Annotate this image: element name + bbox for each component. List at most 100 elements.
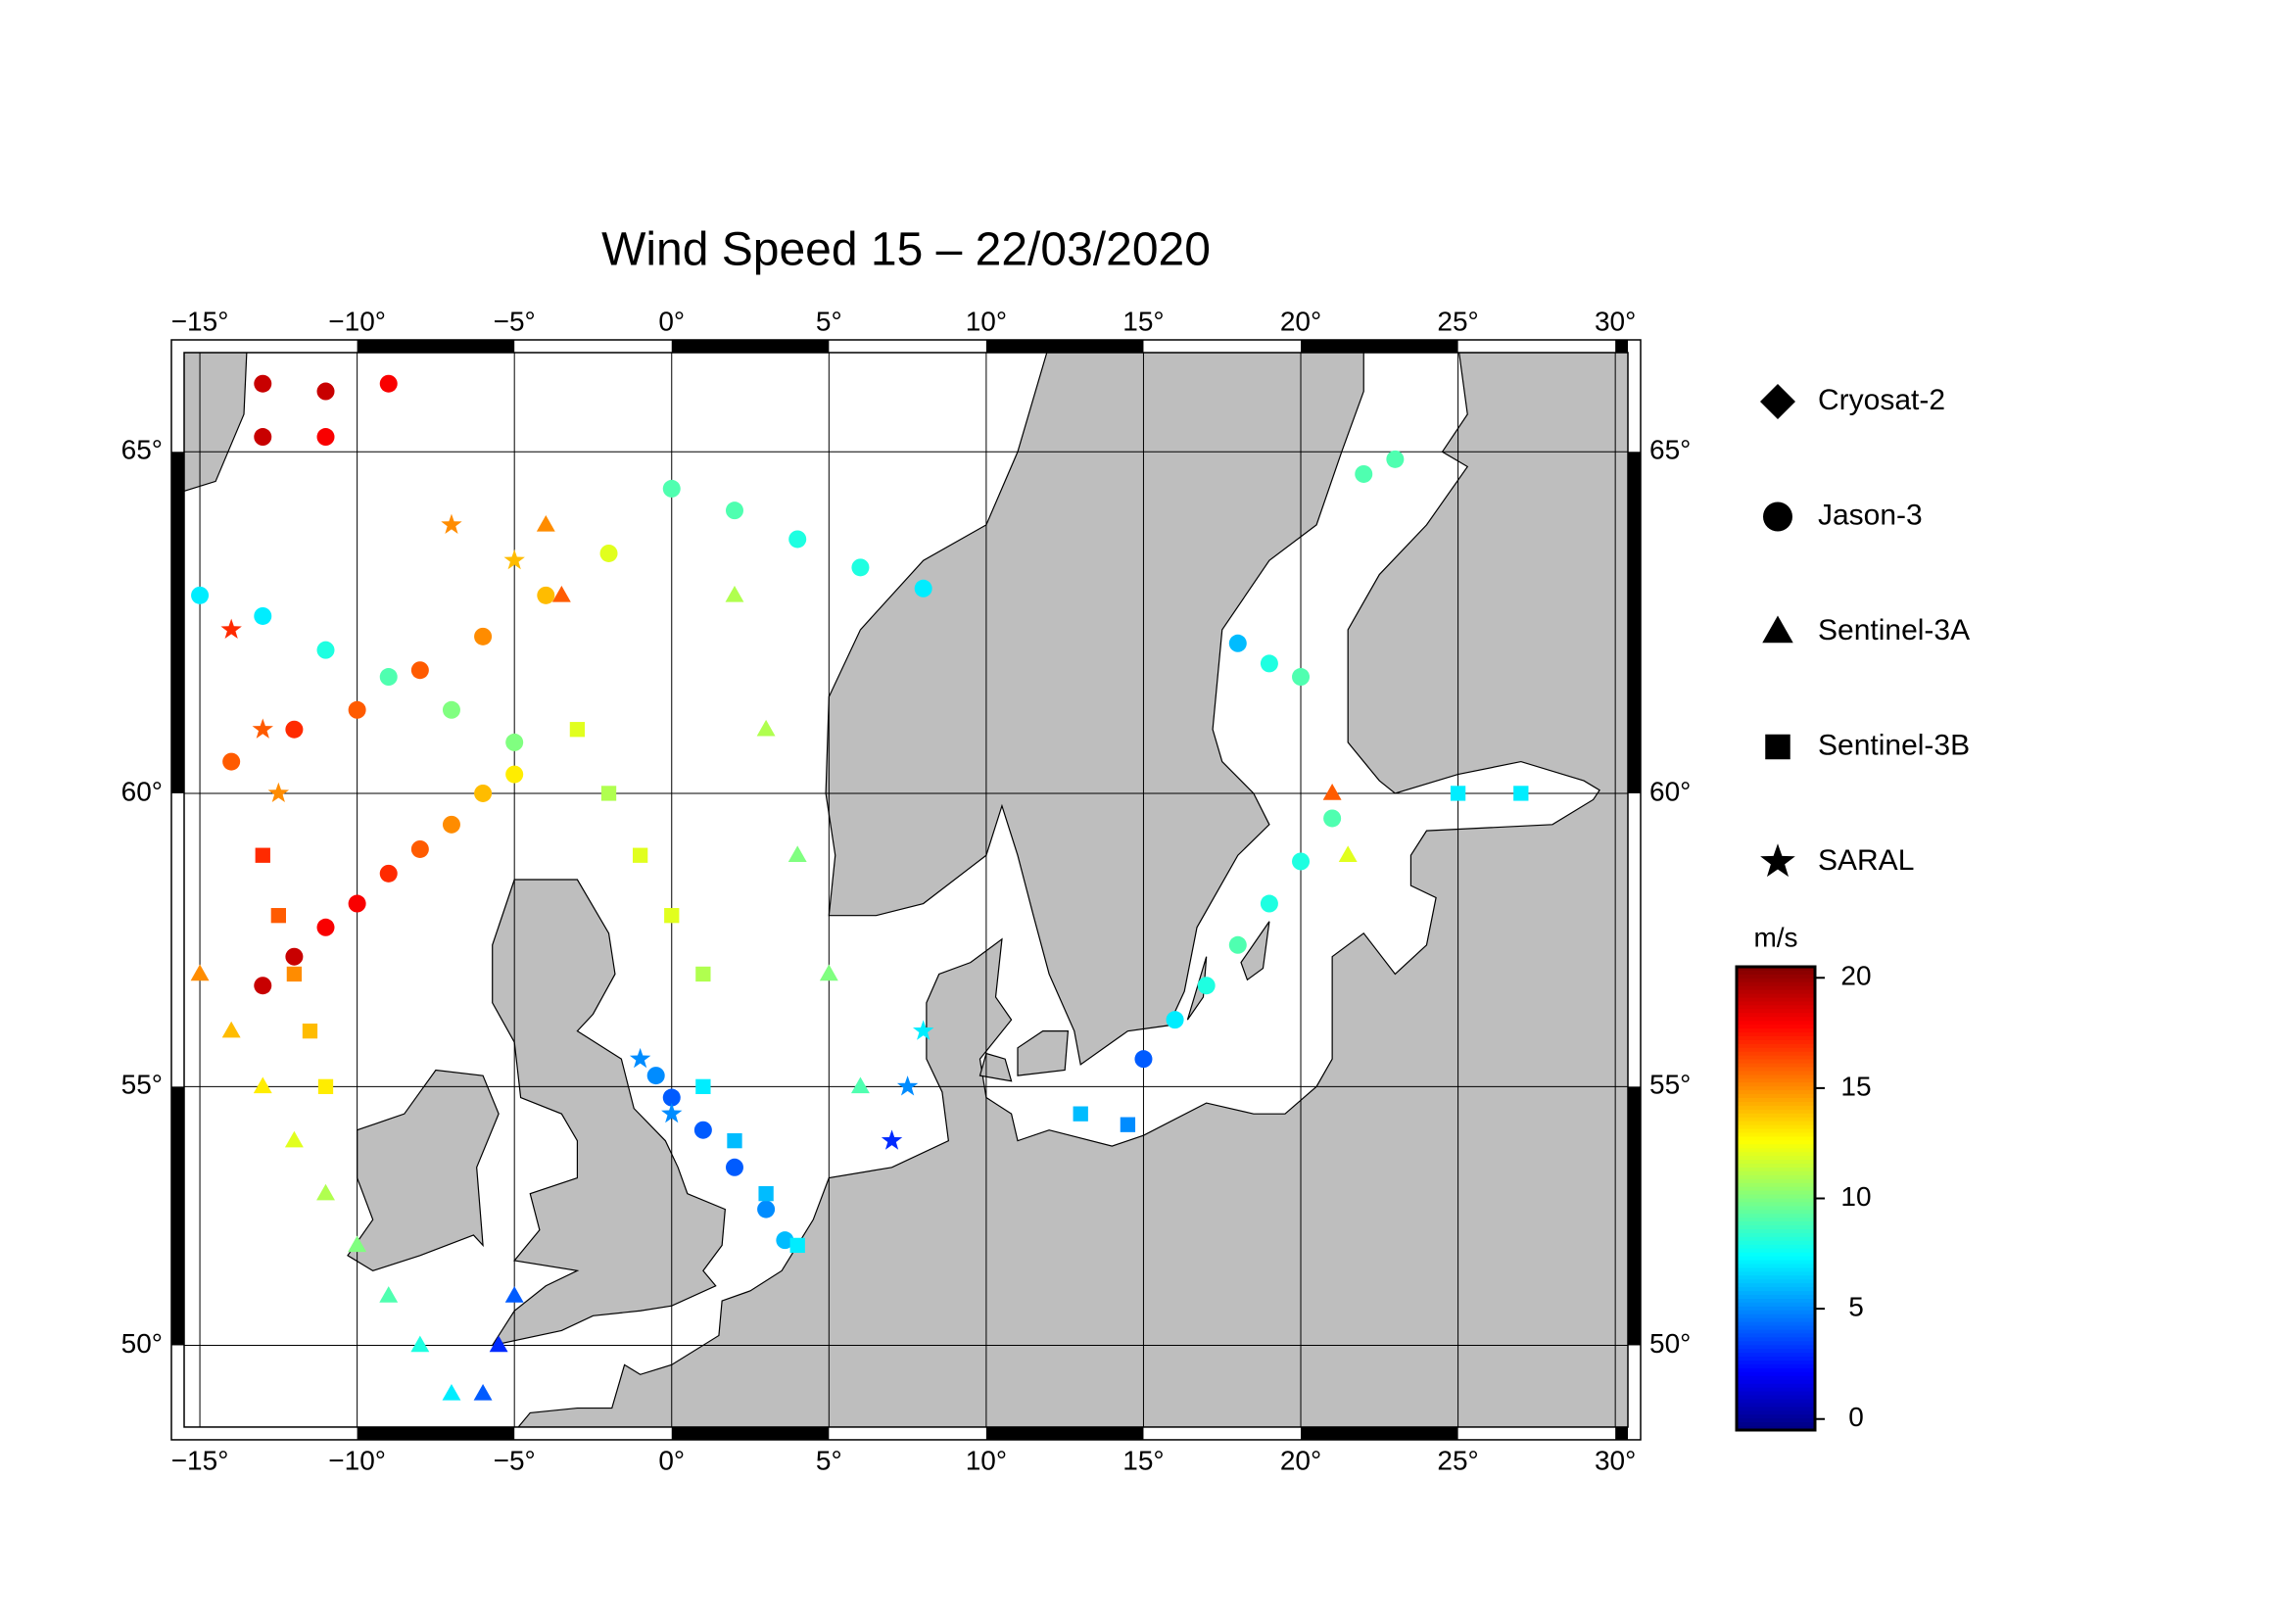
colorbar-cell [1737,1426,1815,1431]
colorbar-cell [1737,1124,1815,1130]
data-point [474,627,493,645]
colorbar-cell [1737,1214,1815,1218]
data-point [1322,784,1342,800]
data-point [1513,786,1529,801]
data-point [725,502,743,520]
colorbar-cell [1737,1190,1815,1196]
data-point [1197,977,1216,995]
y-tick-label: 50° [1649,1328,1691,1359]
colorbar-cell [1737,978,1815,983]
colorbar-cell [1737,1232,1815,1238]
x-tick-label: 0° [658,1445,685,1475]
colorbar-cell [1737,1164,1815,1169]
data-point [788,845,807,862]
frame-bar [1615,1426,1628,1440]
y-tick-label: 65° [121,435,163,465]
colorbar-cell [1737,1136,1815,1141]
colorbar-cell [1737,1267,1815,1272]
data-point [1228,935,1247,954]
colorbar-cell [1737,1009,1815,1014]
legend-label: SARAL [1818,844,1914,877]
colorbar-cell [1737,1202,1815,1207]
colorbar-cell [1737,1078,1815,1083]
colorbar-cell [1737,1182,1815,1188]
data-point [695,1078,711,1094]
colorbar-cell [1737,1310,1815,1315]
colorbar-cell [1737,1128,1815,1134]
colorbar-cell [1737,1295,1815,1300]
colorbar-cell [1737,1113,1815,1119]
data-point [254,428,272,447]
colorbar-cell [1737,989,1815,995]
frame-bar [671,1426,830,1440]
data-point [191,586,210,604]
colorbar-cell [1737,1170,1815,1176]
map-layer [184,353,1628,1427]
colorbar-cell [1737,1391,1815,1397]
data-point [776,1231,794,1250]
data-point [1292,668,1311,687]
data-point [662,1088,681,1107]
colorbar-cell [1737,1225,1815,1230]
frame-bar [1628,1086,1641,1346]
colorbar-cell [1737,1063,1815,1069]
colorbar-cell [1737,1055,1815,1061]
colorbar-cell [1737,967,1815,972]
data-point [442,815,460,834]
data-point [1260,894,1278,913]
frame-bar [985,340,1144,353]
data-point [505,765,524,784]
data-point [348,700,366,719]
data-point [504,1286,524,1303]
colorbar-cell [1737,1306,1815,1312]
data-point [316,918,335,936]
y-tick-label: 60° [121,776,163,806]
colorbar-cell [1737,1086,1815,1091]
colorbar-cell [1737,1067,1815,1073]
x-tick-label: 10° [966,1445,1007,1475]
data-point [646,1067,665,1085]
data-point [1292,852,1311,871]
colorbar-cell [1737,1329,1815,1335]
x-tick-label: 25° [1437,306,1478,336]
data-point [220,618,242,640]
colorbar-cell [1737,1186,1815,1192]
colorbar-cell [1737,1349,1815,1354]
colorbar-cell [1737,981,1815,987]
colorbar-cell [1737,1218,1815,1222]
data-point [727,1132,742,1149]
data-point [788,530,807,549]
colorbar-cell [1737,1013,1815,1018]
data-point [254,374,272,393]
data-point [881,1129,903,1150]
colorbar-cell [1737,1001,1815,1007]
frame-bar [357,1426,515,1440]
legend-label: Cryosat-2 [1818,384,1945,416]
colorbar-cell [1737,1298,1815,1304]
data-point [474,784,493,802]
data-point [756,719,776,737]
data-point [284,1130,304,1148]
data-point [661,1102,683,1123]
colorbar-cell [1737,1314,1815,1319]
data-point [379,668,398,687]
colorbar-cell [1737,1260,1815,1266]
colorbar-cell [1737,1395,1815,1401]
legend-marker [1760,384,1795,419]
colorbar-cell [1737,1337,1815,1342]
colorbar-cell [1737,1090,1815,1095]
colorbar-cell [1737,1321,1815,1327]
data-point [914,579,932,597]
colorbar-cell [1737,1379,1815,1385]
frame-bar [1301,1426,1458,1440]
colorbar-cell [1737,1256,1815,1262]
data-point [1450,786,1466,801]
colorbar-tick-label: 10 [1840,1181,1871,1212]
colorbar-cell [1737,1279,1815,1284]
colorbar-cell [1737,1291,1815,1296]
legend-marker [1760,843,1795,878]
colorbar-cell [1737,1407,1815,1411]
land [1017,1030,1070,1076]
frame-outer [170,339,1642,1441]
